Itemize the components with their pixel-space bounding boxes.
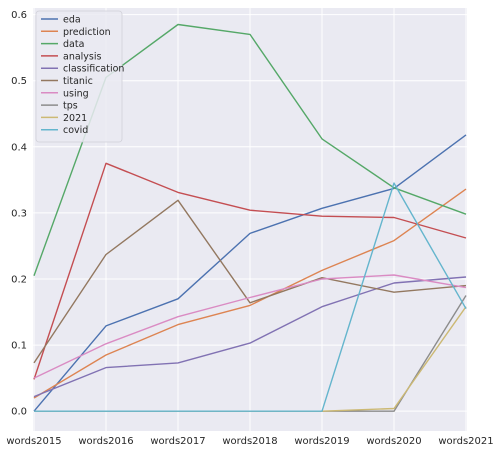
legend-label-using: using <box>63 88 89 99</box>
y-axis-ticks: 0.0 0.1 0.2 0.3 0.4 0.5 0.6 <box>11 10 27 418</box>
x-tick-label: words2020 <box>366 436 421 447</box>
legend-label-covid: covid <box>63 125 88 136</box>
legend-label-2021: 2021 <box>63 113 87 124</box>
y-tick-label: 0.1 <box>11 341 27 352</box>
series-line-using <box>33 274 467 379</box>
y-tick-label: 0.6 <box>11 10 27 21</box>
legend-label-data: data <box>63 39 84 50</box>
x-tick-label: words2021 <box>438 436 493 447</box>
legend-label-analysis: analysis <box>63 51 102 62</box>
y-tick-label: 0.2 <box>11 274 27 285</box>
y-tick-label: 0.5 <box>11 76 27 87</box>
legend-label-classification: classification <box>63 64 124 75</box>
x-axis-ticks: words2015 words2016 words2017 words2018 word… <box>6 436 493 447</box>
series-lines <box>33 23 467 412</box>
series-line-prediction <box>33 188 467 399</box>
x-tick-label: words2017 <box>150 436 205 447</box>
x-tick-label: words2016 <box>78 436 133 447</box>
x-tick-label: words2018 <box>222 436 277 447</box>
series-line-covid <box>34 182 467 412</box>
legend: edapredictiondataanalysisclassificationt… <box>35 10 124 143</box>
series-line-titanic <box>33 199 467 364</box>
y-tick-label: 0.3 <box>11 208 27 219</box>
y-tick-label: 0.4 <box>11 142 27 153</box>
legend-label-prediction: prediction <box>63 27 111 38</box>
y-tick-label: 0.0 <box>11 407 27 418</box>
series-line-classification <box>33 276 467 398</box>
series-line-analysis <box>33 162 467 380</box>
x-tick-label: words2015 <box>6 436 61 447</box>
x-tick-label: words2019 <box>294 436 349 447</box>
legend-label-tps: tps <box>63 101 78 112</box>
legend-label-titanic: titanic <box>63 76 93 87</box>
legend-label-eda: eda <box>63 15 81 26</box>
